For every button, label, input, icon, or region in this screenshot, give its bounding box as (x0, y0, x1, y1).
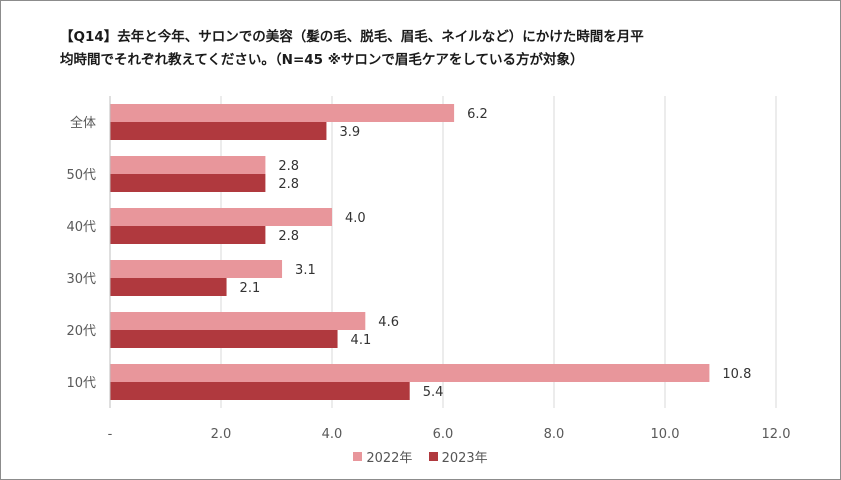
data-label-2-6: 5.4 (423, 385, 444, 400)
category-label-5: 20代 (66, 324, 96, 339)
chart-title-line-1: 【Q14】去年と今年、サロンでの美容（髪の毛、脱毛、眉毛、ネイルなど）にかけた時… (60, 29, 644, 45)
category-label-1: 全体 (70, 115, 96, 131)
data-label-1-1: 6.2 (467, 107, 488, 122)
data-label-2-2: 2.8 (278, 177, 299, 192)
bar-1-1 (110, 104, 455, 122)
data-label-1-3: 4.0 (345, 211, 366, 226)
legend-label-2022: 2022年 (366, 451, 413, 466)
x-tick-label-6: 10.0 (651, 427, 680, 442)
category-label-2: 50代 (66, 168, 96, 183)
legend: 2022年 2023年 (0, 447, 841, 466)
x-tick-label-1: - (108, 427, 113, 442)
category-label-6: 10代 (66, 376, 96, 391)
data-label-1-2: 2.8 (278, 159, 299, 174)
bar-2-6 (110, 382, 410, 400)
data-label-1-4: 3.1 (295, 263, 316, 278)
bar-2-1 (110, 122, 327, 140)
bar-2-5 (110, 330, 338, 348)
data-label-1-6: 10.8 (722, 367, 751, 382)
bar-1-6 (110, 364, 710, 382)
chart-title-line-2: 均時間でそれぞれ教えてください。（N=45 ※サロンで眉毛ケアをしている方が対象… (60, 52, 584, 68)
legend-item-2022: 2022年 (353, 447, 412, 466)
bar-2-2 (110, 174, 266, 192)
x-tick-label-3: 4.0 (322, 427, 343, 442)
legend-item-2023: 2023年 (428, 447, 488, 466)
bar-2-3 (110, 226, 266, 244)
data-label-2-4: 2.1 (240, 281, 261, 296)
bar-2-4 (110, 278, 227, 296)
data-label-2-5: 4.1 (351, 333, 372, 348)
data-label-2-3: 2.8 (278, 229, 299, 244)
legend-swatch-2022 (353, 452, 363, 461)
bar-1-2 (110, 156, 266, 174)
chart-title: 【Q14】去年と今年、サロンでの美容（髪の毛、脱毛、眉毛、ネイルなど）にかけた時… (60, 26, 780, 72)
category-label-3: 40代 (66, 220, 96, 235)
bar-1-4 (110, 260, 283, 278)
x-tick-label-2: 2.0 (211, 427, 232, 442)
legend-label-2023: 2023年 (441, 451, 488, 466)
bar-1-5 (110, 312, 366, 330)
x-tick-label-7: 12.0 (762, 427, 791, 442)
data-label-1-5: 4.6 (378, 315, 399, 330)
category-label-4: 30代 (66, 272, 96, 287)
bar-1-3 (110, 208, 332, 226)
legend-swatch-2023 (428, 452, 438, 461)
x-tick-label-4: 6.0 (433, 427, 454, 442)
data-label-2-1: 3.9 (339, 125, 360, 140)
x-tick-label-5: 8.0 (544, 427, 565, 442)
